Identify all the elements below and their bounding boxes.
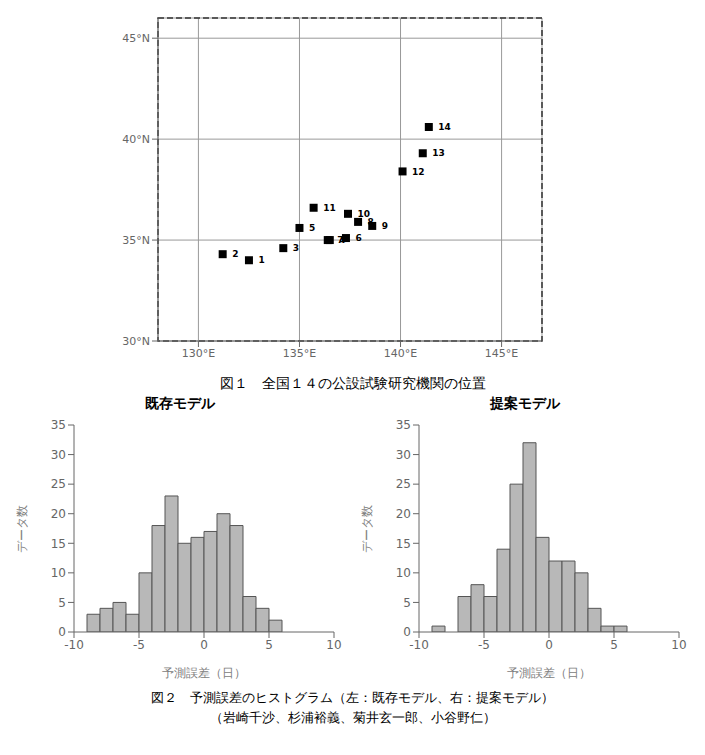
svg-text:10: 10 (671, 638, 686, 652)
svg-text:20: 20 (396, 507, 411, 521)
html-text:既存モデル: 既存モデル (145, 395, 215, 411)
html-text:提案モデル: 提案モデル (490, 395, 560, 411)
svg-text:14: 14 (438, 122, 451, 132)
svg-text:10: 10 (51, 566, 66, 580)
svg-text:30: 30 (51, 448, 66, 462)
svg-text:8: 8 (367, 217, 374, 228)
svg-text:5: 5 (265, 638, 273, 652)
svg-text:1: 1 (258, 255, 264, 265)
svg-text:0: 0 (403, 625, 411, 639)
svg-text:10: 10 (357, 209, 370, 219)
svg-text:45°N: 45°N (122, 32, 150, 45)
svg-text:10: 10 (326, 638, 341, 652)
svg-text:データ数: データ数 (15, 505, 29, 553)
svg-text:予測誤差（日）: 予測誤差（日） (507, 666, 591, 680)
svg-text:35: 35 (51, 418, 66, 432)
svg-text:-5: -5 (133, 638, 145, 652)
svg-text:30: 30 (396, 448, 411, 462)
svg-text:13: 13 (432, 148, 445, 158)
svg-text:12: 12 (412, 167, 425, 177)
svg-text:20: 20 (51, 507, 66, 521)
svg-text:15: 15 (51, 537, 66, 551)
svg-text:30°N: 30°N (122, 335, 150, 348)
svg-text:9: 9 (382, 221, 388, 231)
svg-text:6: 6 (355, 233, 361, 243)
svg-text:0: 0 (545, 638, 553, 652)
svg-text:0: 0 (200, 638, 208, 652)
html-text:図１ 全国１４の公設試験研究機関の位置: 図１ 全国１４の公設試験研究機関の位置 (219, 375, 486, 391)
svg-text:35°N: 35°N (122, 234, 150, 247)
html-text:（岩崎千沙、杉浦裕義、菊井玄一郎、小谷野仁）: （岩崎千沙、杉浦裕義、菊井玄一郎、小谷野仁） (209, 710, 496, 725)
svg-text:25: 25 (51, 477, 66, 491)
svg-text:データ数: データ数 (360, 505, 374, 553)
svg-text:-5: -5 (478, 638, 490, 652)
html-text:図２ 予測誤差のヒストグラム（左：既存モデル、右：提案モデル: 図２ 予測誤差のヒストグラム（左：既存モデル、右：提案モデル） (151, 690, 554, 705)
svg-text:7: 7 (337, 235, 343, 245)
svg-text:11: 11 (323, 203, 336, 213)
svg-text:5: 5 (610, 638, 618, 652)
svg-text:3: 3 (293, 243, 299, 253)
svg-text:135°E: 135°E (283, 347, 316, 360)
svg-text:-10: -10 (64, 638, 84, 652)
svg-text:15: 15 (396, 537, 411, 551)
svg-text:130°E: 130°E (182, 347, 215, 360)
svg-text:5: 5 (58, 596, 66, 610)
svg-text:40°N: 40°N (122, 133, 150, 146)
svg-text:-10: -10 (409, 638, 429, 652)
svg-text:2: 2 (232, 249, 238, 259)
svg-text:0: 0 (58, 625, 66, 639)
svg-text:5: 5 (309, 223, 315, 233)
svg-text:35: 35 (396, 418, 411, 432)
svg-text:10: 10 (396, 566, 411, 580)
svg-text:25: 25 (396, 477, 411, 491)
svg-text:5: 5 (403, 596, 411, 610)
svg-text:145°E: 145°E (485, 347, 518, 360)
svg-text:140°E: 140°E (384, 347, 417, 360)
svg-text:予測誤差（日）: 予測誤差（日） (162, 666, 246, 680)
